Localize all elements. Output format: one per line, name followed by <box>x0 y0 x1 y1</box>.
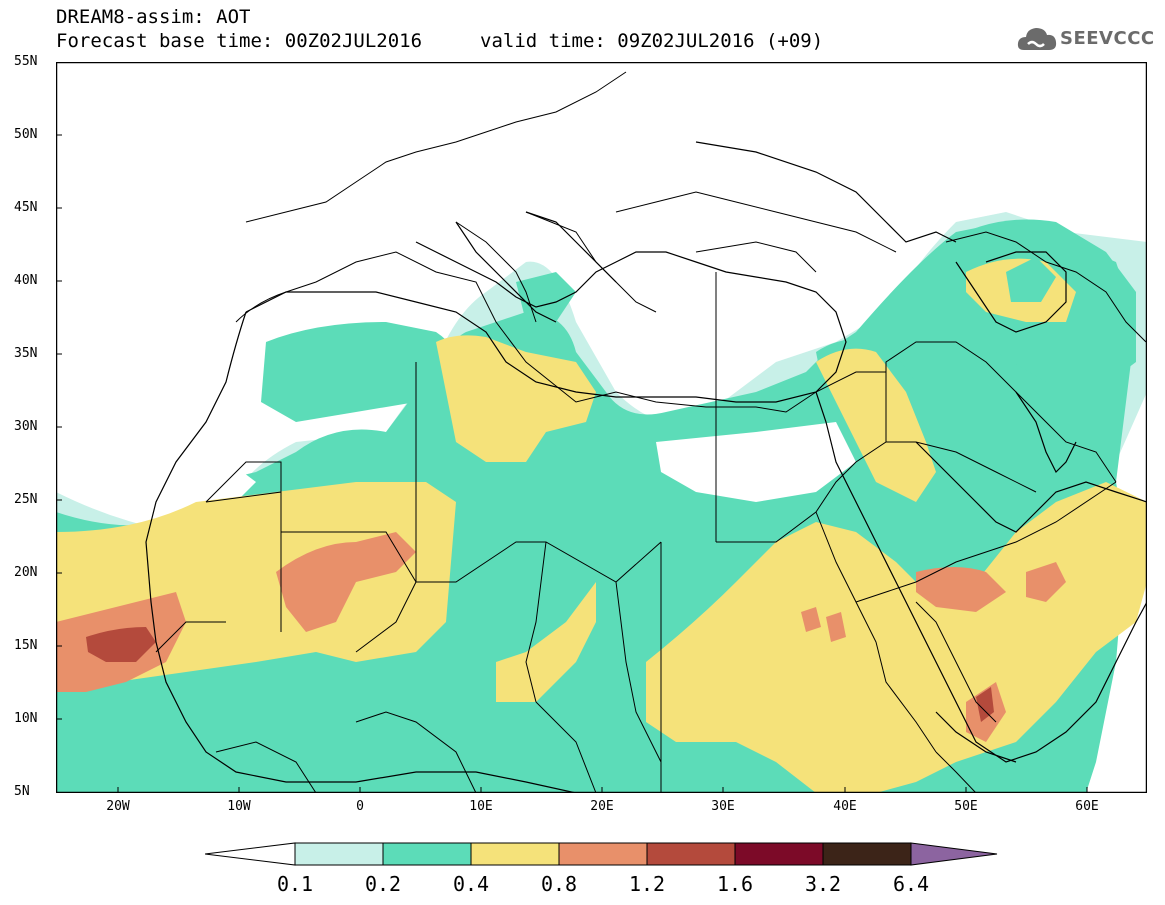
aot-clear-areas <box>176 232 856 517</box>
colorbar-label: 1.6 <box>716 872 754 896</box>
lat-label: 55N <box>14 54 38 69</box>
colorbar-label: 1.2 <box>628 872 666 896</box>
lat-label: 5N <box>14 784 30 799</box>
colorbar-above-triangle <box>910 842 998 866</box>
lon-label: 50E <box>954 799 978 814</box>
seevccc-logo: SEEVCCC <box>1016 22 1156 58</box>
colorbar-segment-0-2 <box>382 842 472 866</box>
lon-label: 0 <box>356 799 364 814</box>
lat-label: 10N <box>14 711 38 726</box>
aot-map <box>56 62 1147 793</box>
colorbar-label: 6.4 <box>892 872 930 896</box>
lat-label: 35N <box>14 346 38 361</box>
cloud-icon <box>1017 28 1057 50</box>
colorbar-segment-0-1 <box>294 842 384 866</box>
colorbar-label: 0.8 <box>540 872 578 896</box>
lat-label: 20N <box>14 565 38 580</box>
colorbar-label: 3.2 <box>804 872 842 896</box>
colorbar-segment-1-2 <box>646 842 736 866</box>
lon-label: 10E <box>469 799 493 814</box>
lat-label: 40N <box>14 273 38 288</box>
lon-label: 30E <box>711 799 735 814</box>
colorbar-segment-3-2 <box>822 842 912 866</box>
lat-label: 25N <box>14 492 38 507</box>
colorbar-below-triangle <box>205 842 296 866</box>
colorbar-segment-0-4 <box>470 842 560 866</box>
lon-label: 40E <box>833 799 857 814</box>
lat-label: 30N <box>14 419 38 434</box>
lon-label: 20E <box>590 799 614 814</box>
axis-ticks <box>56 134 1088 793</box>
colorbar-label: 0.2 <box>364 872 402 896</box>
coastlines <box>145 141 1147 793</box>
lat-label: 15N <box>14 638 38 653</box>
aot-band-1-2 <box>86 627 994 722</box>
lon-label: 20W <box>106 799 130 814</box>
colorbar-label: 0.4 <box>452 872 490 896</box>
valid-time: valid time: 09Z02JUL2016 (+09) <box>480 30 824 52</box>
lon-label: 10W <box>227 799 251 814</box>
logo-text: SEEVCCC <box>1060 28 1155 49</box>
colorbar-segment-0-8 <box>558 842 648 866</box>
map-title: DREAM8-assim: AOT <box>56 6 251 28</box>
lon-label: 60E <box>1075 799 1099 814</box>
lat-label: 45N <box>14 200 38 215</box>
colorbar-label: 0.1 <box>276 872 314 896</box>
aot-colorbar <box>205 842 998 866</box>
colorbar-segment-1-6 <box>734 842 824 866</box>
lat-label: 50N <box>14 127 38 142</box>
forecast-base-time: Forecast base time: 00Z02JUL2016 <box>56 30 423 52</box>
